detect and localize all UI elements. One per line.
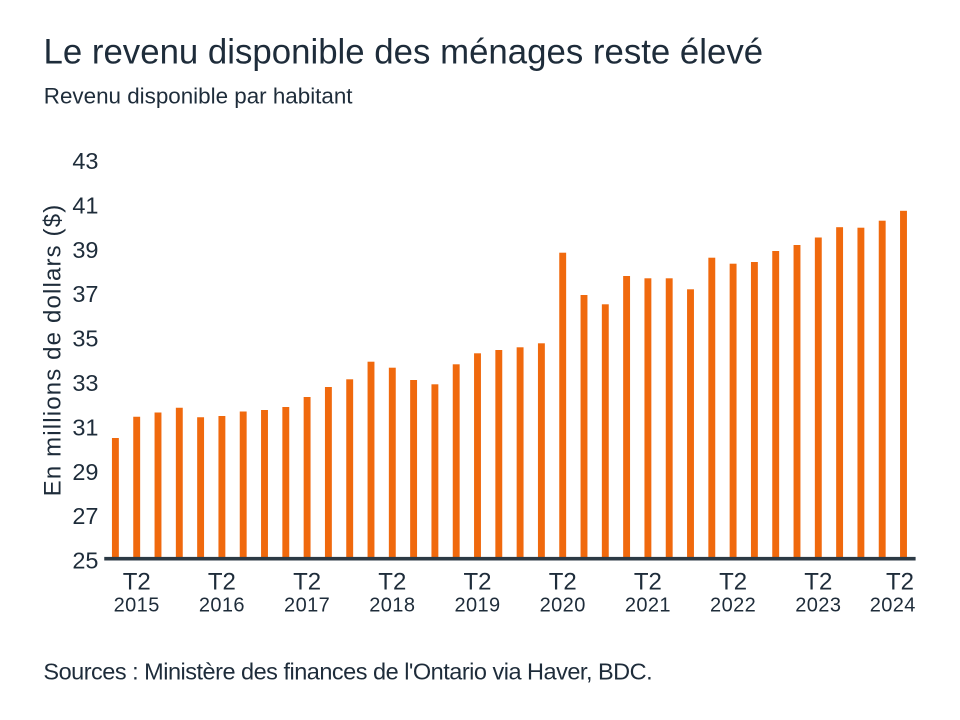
svg-text:41: 41 <box>72 192 98 218</box>
svg-text:Sources : Ministère des financ: Sources : Ministère des finances de l'On… <box>43 659 652 685</box>
svg-text:T2: T2 <box>886 568 914 595</box>
svg-text:T2: T2 <box>208 568 236 595</box>
svg-text:T2: T2 <box>719 568 747 595</box>
svg-text:T2: T2 <box>463 568 491 595</box>
svg-text:2021: 2021 <box>625 595 671 617</box>
svg-text:T2: T2 <box>549 568 577 595</box>
svg-text:Revenu disponible par habitant: Revenu disponible par habitant <box>44 83 353 108</box>
svg-text:37: 37 <box>72 281 98 307</box>
svg-text:T2: T2 <box>123 568 151 595</box>
svg-text:T2: T2 <box>293 568 321 595</box>
svg-text:T2: T2 <box>634 568 662 595</box>
svg-text:2023: 2023 <box>795 595 841 617</box>
svg-text:43: 43 <box>72 148 98 174</box>
svg-text:2020: 2020 <box>540 595 586 617</box>
svg-text:2017: 2017 <box>284 595 330 617</box>
svg-text:T2: T2 <box>378 568 406 595</box>
svg-text:2024: 2024 <box>870 595 916 617</box>
svg-text:Le revenu disponible des ménag: Le revenu disponible des ménages reste é… <box>44 33 764 72</box>
svg-text:2015: 2015 <box>114 595 160 617</box>
svg-text:25: 25 <box>72 548 98 574</box>
svg-text:29: 29 <box>72 459 98 485</box>
svg-text:T2: T2 <box>804 568 832 595</box>
svg-text:2019: 2019 <box>454 595 500 617</box>
svg-text:2016: 2016 <box>199 595 245 617</box>
svg-text:35: 35 <box>72 326 98 352</box>
svg-text:33: 33 <box>72 370 98 396</box>
svg-text:2018: 2018 <box>369 595 415 617</box>
svg-text:31: 31 <box>72 414 98 440</box>
svg-text:27: 27 <box>72 503 98 529</box>
svg-text:2022: 2022 <box>710 595 756 617</box>
svg-text:39: 39 <box>72 237 98 263</box>
svg-text:En millions de dollars ($): En millions de dollars ($) <box>40 204 67 497</box>
